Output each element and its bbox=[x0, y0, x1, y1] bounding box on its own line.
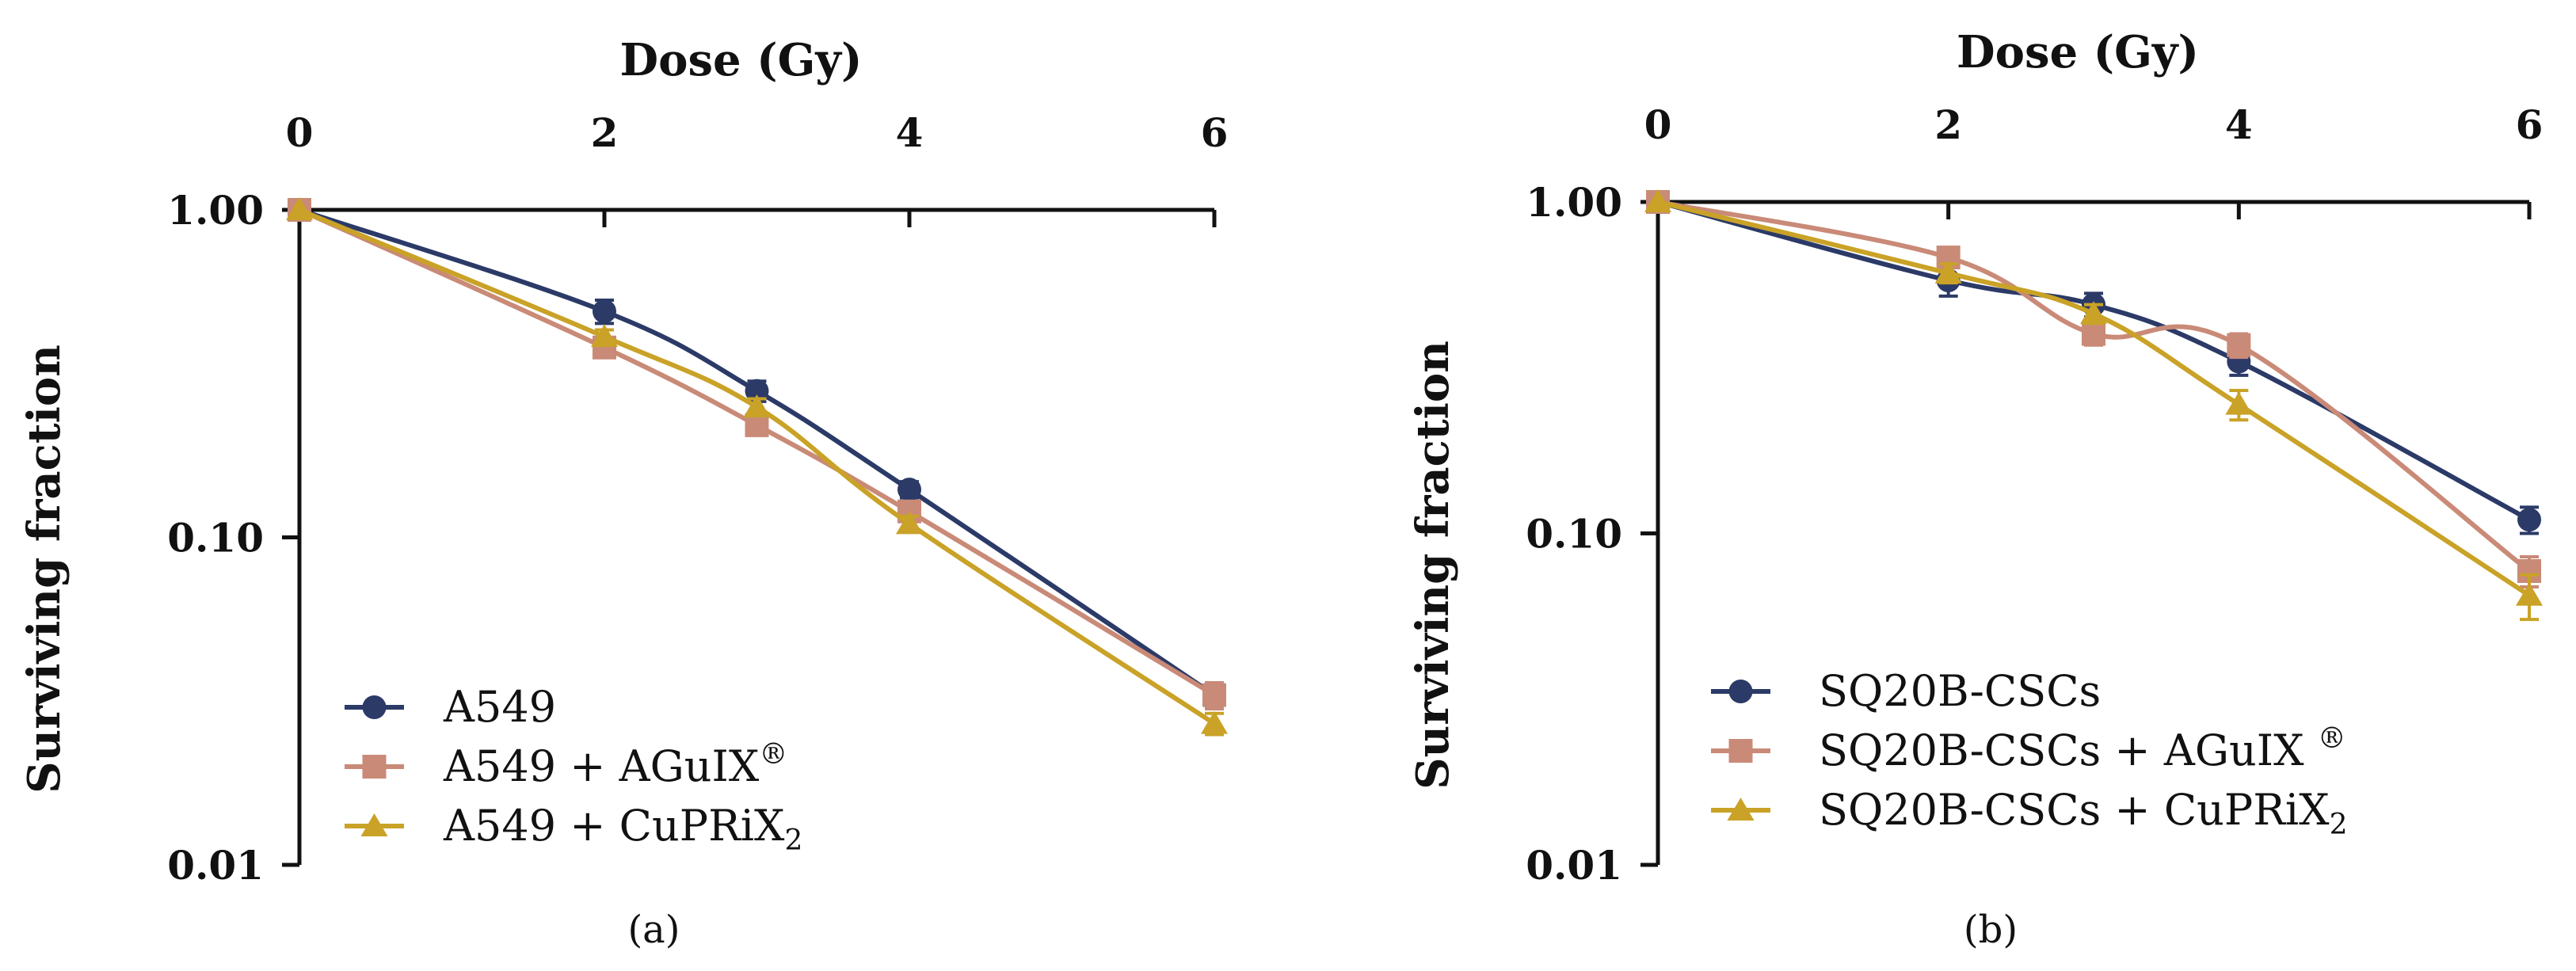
legend-label-main: SQ20B-CSCs bbox=[1819, 666, 2101, 716]
data-point bbox=[1644, 189, 1671, 212]
data-point bbox=[2516, 582, 2543, 606]
series-1 bbox=[1646, 190, 2541, 535]
legend-label: A549 bbox=[443, 682, 556, 732]
x-tick-label: 6 bbox=[2516, 101, 2544, 148]
legend-label: A549 + AGuIX® bbox=[443, 738, 787, 791]
series-line bbox=[299, 208, 1216, 698]
data-point bbox=[286, 197, 313, 220]
data-point bbox=[1201, 710, 1228, 734]
x-tick-label: 4 bbox=[896, 109, 924, 156]
data-point bbox=[745, 379, 769, 403]
data-point bbox=[1934, 260, 1962, 284]
data-point bbox=[593, 299, 616, 324]
legend-marker bbox=[362, 755, 387, 779]
data-point bbox=[2225, 391, 2253, 415]
y-tick-label: 1.00 bbox=[167, 187, 264, 234]
legend-marker bbox=[360, 813, 388, 836]
x-tick-label: 2 bbox=[1934, 101, 1962, 148]
series-line bbox=[1657, 200, 2531, 573]
series-2 bbox=[288, 198, 1226, 710]
series-2 bbox=[1646, 190, 2541, 588]
legend-label-sup: ® bbox=[759, 738, 787, 771]
legend: A549 A549 + AGuIX® A549 + CuPRiX2 bbox=[345, 682, 802, 857]
legend-label-main: A549 bbox=[443, 682, 556, 732]
data-point bbox=[591, 324, 618, 348]
data-point bbox=[2082, 322, 2105, 346]
x-tick-label: 2 bbox=[591, 109, 619, 156]
series-line bbox=[298, 208, 1216, 698]
series-line bbox=[1657, 200, 2531, 598]
x-axis-title: Dose (Gy) bbox=[620, 34, 863, 86]
data-point bbox=[897, 478, 921, 502]
data-point bbox=[1202, 683, 1226, 707]
panel-a: 0 2 4 6 1.00 0.10 0.01 Dose (Gy) Surviving fract… bbox=[18, 34, 1228, 952]
legend-label-sup: ® bbox=[2318, 722, 2346, 755]
legend-label-main: SQ20B-CSCs + CuPRiX bbox=[1819, 785, 2330, 835]
legend-marker bbox=[362, 695, 387, 719]
y-axis-title: Surviving fraction bbox=[1407, 341, 1459, 790]
series-line bbox=[298, 208, 1216, 726]
legend-marker bbox=[1728, 680, 1753, 703]
series-3 bbox=[1644, 189, 2543, 622]
y-tick-label: 1.00 bbox=[1526, 179, 1622, 226]
y-axis-title: Surviving fraction bbox=[18, 345, 70, 794]
legend-label: SQ20B-CSCs + CuPRiX2 bbox=[1819, 785, 2348, 841]
data-point bbox=[2080, 301, 2107, 325]
legend-label-main: SQ20B-CSCs + AGuIX bbox=[1819, 725, 2318, 775]
series-1 bbox=[288, 198, 1226, 710]
y-tick-label: 0.01 bbox=[1526, 842, 1622, 889]
x-tick-label: 0 bbox=[286, 109, 314, 156]
y-tick-label: 0.10 bbox=[1526, 511, 1622, 558]
x-tick-label: 6 bbox=[1201, 109, 1229, 156]
data-point bbox=[2517, 508, 2541, 532]
legend-label: SQ20B-CSCs bbox=[1819, 666, 2101, 716]
series-line bbox=[1657, 200, 2531, 522]
x-tick-label: 0 bbox=[1644, 101, 1672, 148]
x-tick-label: 4 bbox=[2225, 101, 2253, 148]
data-point bbox=[2227, 333, 2251, 357]
y-tick-label: 0.10 bbox=[167, 515, 264, 562]
legend-label: A549 + CuPRiX2 bbox=[443, 801, 802, 857]
legend-marker bbox=[1727, 798, 1755, 821]
legend-label-main: A549 + AGuIX bbox=[443, 741, 760, 791]
legend-marker bbox=[1728, 739, 1753, 763]
panel-b: 0 2 4 6 1.00 0.10 0.01 Dose (Gy) Surviving fract… bbox=[1407, 26, 2543, 952]
legend-label-sub: 2 bbox=[2330, 809, 2348, 841]
series-3 bbox=[286, 197, 1228, 737]
x-axis-title: Dose (Gy) bbox=[1957, 26, 2199, 78]
data-point bbox=[896, 511, 923, 535]
panel-label: (a) bbox=[627, 908, 680, 952]
legend-label: SQ20B-CSCs + AGuIX ® bbox=[1819, 722, 2346, 775]
y-tick-label: 0.01 bbox=[167, 842, 264, 889]
legend-label-sub: 2 bbox=[784, 824, 802, 857]
legend-label-main: A549 + CuPRiX bbox=[443, 801, 785, 851]
data-point bbox=[743, 394, 771, 417]
panel-label: (b) bbox=[1964, 908, 2018, 952]
